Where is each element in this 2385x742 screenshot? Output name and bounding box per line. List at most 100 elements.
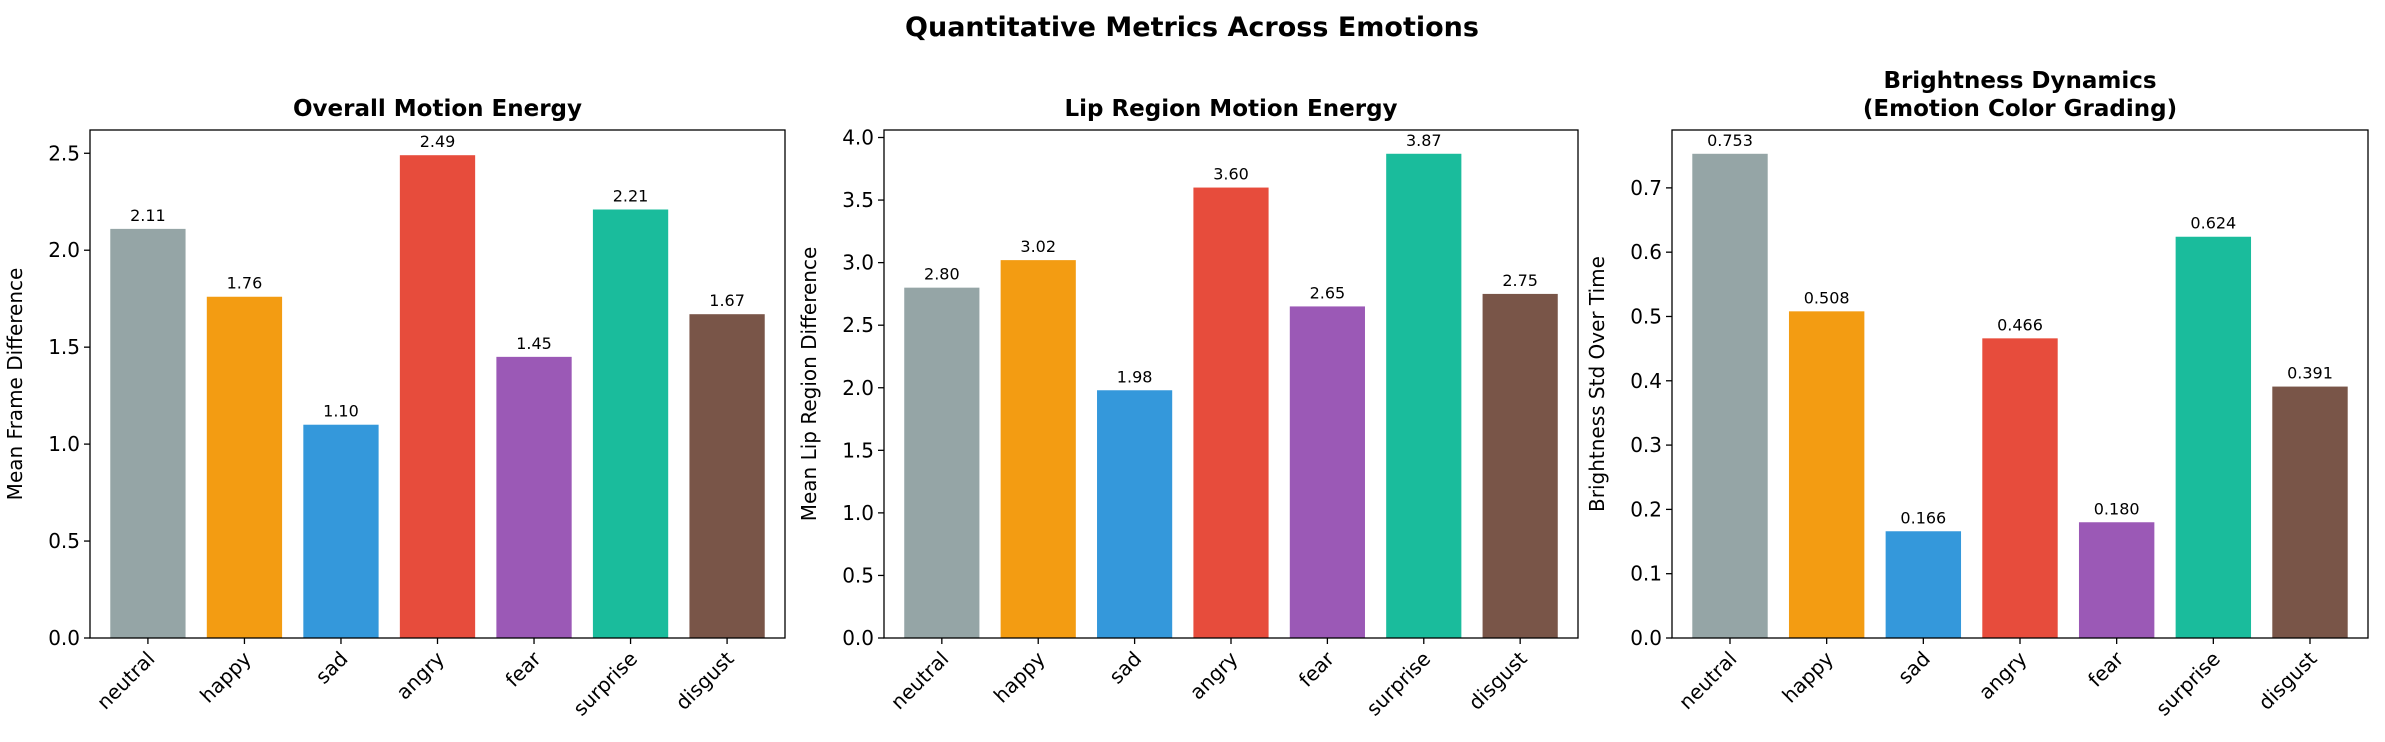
x-tick-label: disgust (671, 646, 739, 714)
x-tick-label: sad (1104, 647, 1146, 689)
x-tick-label: surprise (2151, 647, 2225, 721)
y-tick-label: 0.5 (48, 529, 80, 553)
value-label: 1.10 (323, 402, 359, 421)
value-label: 0.166 (1900, 508, 1946, 527)
bar-sad (1097, 390, 1173, 638)
x-tick-label: surprise (1361, 647, 1435, 721)
y-tick-label: 2.0 (842, 376, 874, 400)
x-tick-label: fear (500, 646, 546, 692)
x-tick-label: happy (989, 646, 1050, 707)
y-tick-label: 1.5 (48, 335, 80, 359)
chart-title: Overall Motion Energy (293, 96, 582, 122)
plot-frame (1671, 129, 2369, 639)
x-tick-label: disgust (2253, 646, 2321, 714)
value-label: 2.65 (1310, 283, 1346, 302)
y-tick-label: 0.5 (1630, 304, 1662, 328)
y-tick-label: 1.0 (842, 501, 874, 525)
value-label: 0.508 (1804, 288, 1850, 307)
bar-fear (496, 356, 572, 638)
value-label: 2.11 (130, 206, 166, 225)
value-label: 2.49 (420, 132, 456, 151)
bar-fear (1289, 306, 1365, 638)
bar-angry (1982, 338, 2058, 638)
chart-title: Brightness Dynamics (1883, 68, 2156, 94)
y-tick-label: 2.5 (48, 141, 80, 165)
value-label: 2.80 (924, 265, 960, 284)
bar-surprise (2175, 236, 2252, 638)
bar-neutral (110, 228, 186, 638)
x-tick-label: surprise (568, 647, 642, 721)
y-tick-label: 0.0 (48, 626, 80, 650)
bar-angry (399, 155, 476, 638)
y-axis-label: Brightness Std Over Time (1585, 256, 1609, 512)
chart-title: (Emotion Color Grading) (1863, 96, 2177, 122)
bar-disgust (689, 314, 765, 638)
x-tick-label: fear (2083, 646, 2129, 692)
x-tick-label: happy (1777, 646, 1838, 707)
x-tick-label: happy (195, 646, 256, 707)
y-tick-label: 1.5 (842, 438, 874, 462)
value-label: 0.624 (2190, 214, 2236, 233)
value-label: 1.98 (1117, 367, 1153, 386)
x-tick-label: angry (391, 646, 449, 704)
chart-title: Lip Region Motion Energy (1064, 96, 1397, 122)
x-tick-label: sad (1893, 647, 1935, 689)
x-tick-label: neutral (92, 647, 160, 715)
y-tick-label: 3.5 (842, 188, 874, 212)
bar-happy (1788, 311, 1865, 638)
x-tick-label: sad (311, 647, 353, 689)
x-tick-label: angry (1974, 646, 2032, 704)
y-tick-label: 0.5 (842, 563, 874, 587)
value-label: 3.87 (1406, 131, 1442, 150)
bar-neutral (904, 287, 980, 638)
y-tick-label: 0.0 (842, 626, 874, 650)
bar-happy (1000, 260, 1076, 638)
value-label: 2.21 (613, 186, 649, 205)
bar-sad (1885, 531, 1962, 638)
y-tick-label: 1.0 (48, 432, 80, 456)
bar-angry (1193, 187, 1269, 639)
y-axis-label: Mean Lip Region Difference (797, 247, 821, 522)
chart-panel-3: Brightness Dynamics(Emotion Color Gradin… (1585, 68, 2369, 721)
y-tick-label: 3.0 (842, 251, 874, 275)
y-tick-label: 0.2 (1630, 497, 1662, 521)
value-label: 3.60 (1213, 165, 1249, 184)
bar-sad (303, 424, 379, 638)
bar-fear (2078, 522, 2155, 638)
bar-disgust (1482, 293, 1558, 638)
y-tick-label: 0.3 (1630, 433, 1662, 457)
x-tick-label: angry (1185, 646, 1243, 704)
value-label: 1.67 (709, 291, 745, 310)
y-tick-label: 0.0 (1630, 626, 1662, 650)
chart-panels: Overall Motion Energy 2.11 neutral 1.76 happ… (3, 68, 2369, 721)
x-tick-label: neutral (1674, 647, 1742, 715)
value-label: 3.02 (1020, 237, 1056, 256)
value-label: 0.753 (1707, 131, 1753, 150)
bar-surprise (1386, 153, 1462, 639)
y-tick-label: 2.0 (48, 238, 80, 262)
value-label: 0.180 (2094, 499, 2140, 518)
value-label: 1.76 (227, 274, 263, 293)
y-tick-label: 0.7 (1630, 176, 1662, 200)
x-tick-label: neutral (886, 647, 954, 715)
value-label: 0.391 (2287, 364, 2333, 383)
y-tick-label: 0.6 (1630, 240, 1662, 264)
y-axis-label: Mean Frame Difference (3, 268, 27, 501)
bar-disgust (2272, 386, 2348, 638)
value-label: 2.75 (1502, 271, 1538, 290)
chart-panel-2: Lip Region Motion Energy 2.80 neutral 3.02 h… (797, 96, 1579, 721)
y-tick-label: 4.0 (842, 126, 874, 150)
x-tick-label: fear (1294, 646, 1340, 692)
plot-frame (883, 129, 1579, 639)
chart-panel-1: Overall Motion Energy 2.11 neutral 1.76 happ… (3, 96, 786, 721)
value-label: 1.45 (516, 334, 552, 353)
bar-surprise (592, 209, 669, 638)
value-label: 0.466 (1997, 315, 2043, 334)
y-tick-label: 0.4 (1630, 369, 1662, 393)
x-tick-label: disgust (1464, 646, 1532, 714)
bar-happy (206, 296, 283, 638)
plot-frame (89, 129, 786, 639)
bar-neutral (1692, 153, 1768, 638)
y-tick-label: 0.1 (1630, 562, 1662, 586)
